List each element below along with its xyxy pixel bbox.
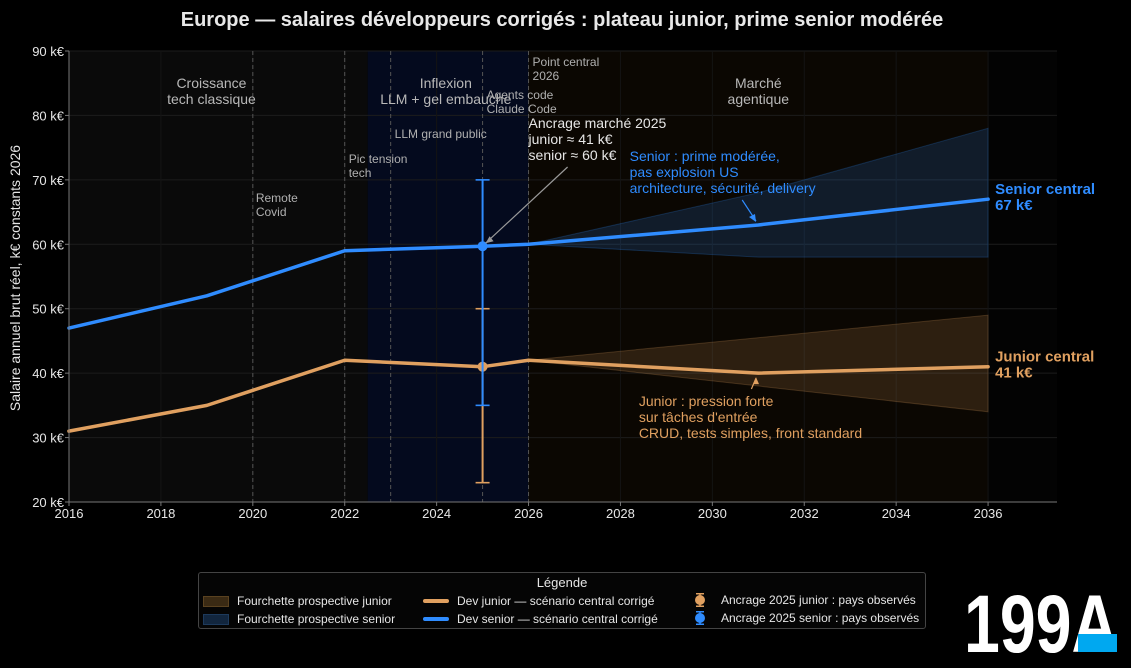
senior-annotation: Senior : prime modérée, pas explosion US a…: [630, 148, 816, 196]
anchor-arrowhead: [485, 236, 494, 244]
era-label-2: Inflexion LLM + gel embauche: [380, 75, 511, 107]
junior-arrowhead: [753, 377, 760, 385]
legend-swatch-line-junior: [423, 599, 449, 603]
anchor-annotation-arrow: [485, 166, 569, 244]
x-tick-label: 2032: [790, 506, 819, 521]
y-tick-label: 70 k€: [32, 173, 65, 188]
senior-arrowhead: [749, 213, 757, 222]
y-tick-label: 30 k€: [32, 431, 65, 446]
legend-item-band-junior: Fourchette prospective junior: [203, 594, 392, 608]
junior-annotation: Junior : pression forte sur tâches d'entr…: [639, 393, 862, 441]
legend-item-line-junior: Dev junior — scénario central corrigé: [423, 594, 654, 608]
x-tick-label: 2020: [238, 506, 267, 521]
legend-label: Fourchette prospective senior: [237, 612, 396, 626]
x-tick-label: 2016: [55, 506, 84, 521]
band-senior: [528, 127, 989, 258]
event-label: Pic tension tech: [349, 152, 408, 180]
y-tick-label: 80 k€: [32, 108, 65, 123]
legend-label: Ancrage 2025 junior : pays observés: [721, 593, 916, 607]
era-region-1: [69, 51, 368, 502]
event-label: LLM grand public: [395, 127, 487, 141]
anchor-2025-layer: [475, 179, 490, 484]
event-label: Agents code Claude Code: [487, 88, 557, 116]
era-region-3: [528, 51, 989, 502]
legend-label: Dev junior — scénario central corrigé: [457, 594, 655, 608]
x-tick-label: 2028: [606, 506, 635, 521]
x-tick-label: 2024: [422, 506, 451, 521]
prospective-band-layer: [528, 127, 989, 413]
legend-item-line-senior: Dev senior — scénario central corrigé: [423, 612, 658, 626]
event-label: Remote Covid: [256, 191, 298, 219]
y-tick-label: 60 k€: [32, 237, 65, 252]
legend-label: Dev senior — scénario central corrigé: [457, 612, 658, 626]
y-tick-label: 20 k€: [32, 495, 65, 510]
axis-layer: 2016 2018 2020 2022 2024 2026 2028 2030 2032 2034…: [32, 44, 1057, 521]
legend-swatch-band-junior: [203, 595, 229, 607]
legend-label: Ancrage 2025 senior : pays observés: [721, 611, 920, 625]
y-tick-label: 90 k€: [32, 44, 65, 59]
era-region-2: [367, 51, 529, 502]
legend-swatch-anchor-senior: [695, 611, 705, 625]
legend-swatch-line-senior: [423, 617, 449, 621]
logo-accent-bar: [1078, 634, 1117, 652]
junior-end-label: Junior central 41 k€: [995, 349, 1094, 382]
legend-swatch-anchor-junior: [695, 593, 705, 607]
legend-item-anchor-senior: Ancrage 2025 senior : pays observés: [687, 611, 919, 625]
annotation-layer: Croissance tech classique Inflexion LLM + g…: [167, 55, 1095, 441]
legend-label: Fourchette prospective junior: [237, 594, 392, 608]
y-tick-label: 50 k€: [32, 302, 65, 317]
x-tick-label: 2022: [330, 506, 359, 521]
legend-swatch-band-senior: [203, 613, 229, 625]
event-label: Point central 2026: [533, 55, 600, 83]
era-background-layer: [69, 51, 1057, 502]
anchor-point-senior: [477, 241, 488, 252]
x-tick-label: 2034: [882, 506, 911, 521]
x-tick-label: 2030: [698, 506, 727, 521]
senior-end-label: Senior central 67 k€: [995, 181, 1095, 214]
legend-title: Légende: [536, 575, 588, 590]
legend-item-band-senior: Fourchette prospective senior: [203, 612, 395, 626]
chart-title: Europe — salaires développeurs corrigés …: [181, 9, 943, 31]
chart-legend: Légende Fourchette prospective junior Fo…: [198, 572, 926, 629]
brand-logo: 199A: [964, 586, 1118, 656]
y-axis-label: Salaire annuel brut réel, k€ constants 2…: [7, 145, 23, 411]
x-tick-label: 2018: [146, 506, 175, 521]
anchor-annotation: Ancrage marché 2025 junior ≈ 41 k€ senior …: [528, 115, 667, 163]
legend-item-anchor-junior: Ancrage 2025 junior : pays observés: [687, 593, 916, 607]
y-tick-label: 40 k€: [32, 366, 65, 381]
band-junior: [528, 314, 989, 413]
era-label-1: Croissance tech classique: [167, 75, 256, 107]
era-label-3: Marché agentique: [728, 75, 790, 107]
x-tick-label: 2036: [974, 506, 1003, 521]
x-tick-label: 2026: [514, 506, 543, 521]
